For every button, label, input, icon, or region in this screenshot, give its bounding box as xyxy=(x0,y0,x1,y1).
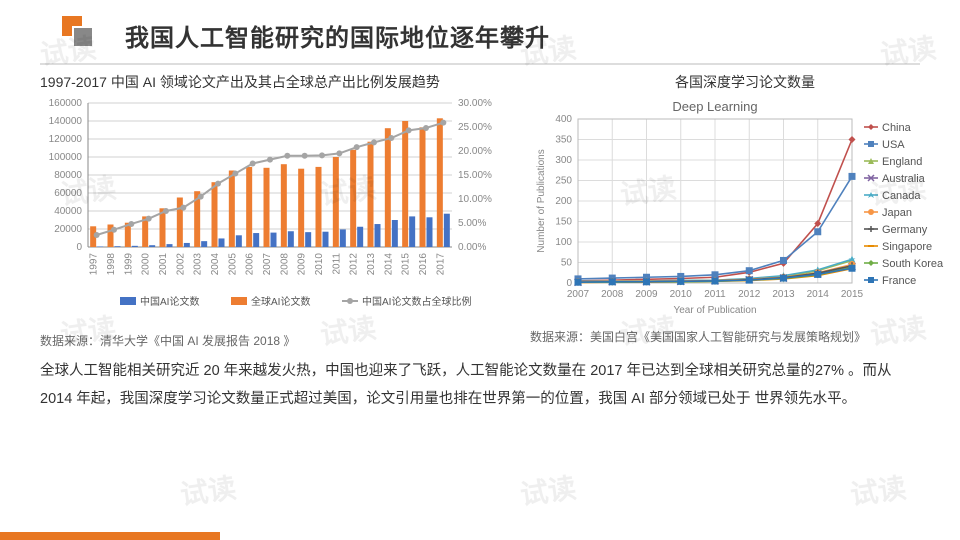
header-decor-icon xyxy=(66,20,92,46)
right-chart-subhead: 各国深度学习论文数量 xyxy=(530,73,960,93)
footer-accent-bar xyxy=(0,532,220,540)
svg-text:2002: 2002 xyxy=(175,252,186,275)
svg-text:Japan: Japan xyxy=(882,207,912,219)
svg-text:中国AI论文数占全球比例: 中国AI论文数占全球比例 xyxy=(362,295,471,308)
svg-text:2015: 2015 xyxy=(401,252,412,275)
svg-text:2012: 2012 xyxy=(738,289,761,300)
svg-text:50: 50 xyxy=(561,257,573,268)
svg-text:60000: 60000 xyxy=(54,188,82,199)
left-chart: 0 20000 40000 60000 80000 100000 120000 140000 1… xyxy=(40,93,500,321)
svg-text:150: 150 xyxy=(555,216,572,227)
svg-text:2014: 2014 xyxy=(383,252,394,275)
svg-text:2007: 2007 xyxy=(262,252,273,275)
svg-text:2013: 2013 xyxy=(772,289,795,300)
svg-text:2000: 2000 xyxy=(141,252,152,275)
right-source: 数据来源：美国白宫《美国国家人工智能研究与发展策略规划》 xyxy=(530,328,960,345)
svg-text:Year of Publication: Year of Publication xyxy=(673,305,756,316)
right-chart: Deep Learning 0 50 100 150 200 250 300 350 400 200… xyxy=(530,99,960,317)
svg-text:140000: 140000 xyxy=(49,116,83,127)
svg-text:Deep Learning: Deep Learning xyxy=(672,99,757,114)
svg-text:160000: 160000 xyxy=(49,98,83,109)
svg-text:1999: 1999 xyxy=(123,252,134,275)
watermark: 试读 xyxy=(847,466,908,513)
svg-text:Singapore: Singapore xyxy=(882,241,932,253)
svg-text:2008: 2008 xyxy=(601,289,624,300)
svg-text:2017: 2017 xyxy=(435,252,446,275)
watermark: 试读 xyxy=(177,466,238,513)
svg-text:0: 0 xyxy=(76,242,82,253)
svg-text:250: 250 xyxy=(555,175,572,186)
svg-text:USA: USA xyxy=(882,139,905,151)
svg-text:300: 300 xyxy=(555,155,572,166)
svg-text:全球AI论文数: 全球AI论文数 xyxy=(251,295,310,308)
svg-text:2006: 2006 xyxy=(245,252,256,275)
svg-text:England: England xyxy=(882,156,922,168)
svg-text:1997: 1997 xyxy=(89,252,100,275)
svg-text:China: China xyxy=(882,122,912,134)
svg-text:100000: 100000 xyxy=(49,152,83,163)
svg-text:2016: 2016 xyxy=(418,252,429,275)
svg-text:2013: 2013 xyxy=(366,252,377,275)
svg-text:2009: 2009 xyxy=(635,289,658,300)
svg-text:2009: 2009 xyxy=(297,252,308,275)
svg-text:中国AI论文数: 中国AI论文数 xyxy=(140,295,199,308)
svg-text:5.00%: 5.00% xyxy=(458,218,486,229)
svg-text:2014: 2014 xyxy=(807,289,830,300)
svg-text:30.00%: 30.00% xyxy=(458,98,492,109)
svg-text:Canada: Canada xyxy=(882,190,921,202)
svg-text:350: 350 xyxy=(555,134,572,145)
svg-text:2005: 2005 xyxy=(227,252,238,275)
svg-text:Germany: Germany xyxy=(882,224,928,236)
svg-text:2008: 2008 xyxy=(279,252,290,275)
svg-text:Number of Publications: Number of Publications xyxy=(536,149,547,252)
svg-text:100: 100 xyxy=(555,237,572,248)
svg-text:2007: 2007 xyxy=(567,289,590,300)
svg-text:2004: 2004 xyxy=(210,252,221,275)
watermark: 试读 xyxy=(517,466,578,513)
svg-text:2011: 2011 xyxy=(704,289,726,300)
svg-text:10.00%: 10.00% xyxy=(458,194,492,205)
svg-text:400: 400 xyxy=(555,114,572,125)
svg-text:2012: 2012 xyxy=(349,252,360,275)
svg-text:20.00%: 20.00% xyxy=(458,146,492,157)
body-paragraph: 全球人工智能相关研究近 20 年来越发火热，中国也迎来了飞跃，人工智能论文数量在… xyxy=(0,349,960,414)
left-source: 数据来源：清华大学《中国 AI 发展报告 2018 》 xyxy=(40,332,500,349)
svg-text:40000: 40000 xyxy=(54,206,82,217)
svg-text:25.00%: 25.00% xyxy=(458,122,492,133)
svg-text:0.00%: 0.00% xyxy=(458,242,486,253)
page-title: 我国人工智能研究的国际地位逐年攀升 xyxy=(125,18,960,53)
svg-text:2011: 2011 xyxy=(331,252,342,274)
svg-text:2001: 2001 xyxy=(158,252,169,275)
svg-text:15.00%: 15.00% xyxy=(458,170,492,181)
svg-text:2010: 2010 xyxy=(670,289,693,300)
svg-text:20000: 20000 xyxy=(54,224,82,235)
svg-text:2010: 2010 xyxy=(314,252,325,275)
svg-text:Australia: Australia xyxy=(882,173,926,185)
svg-text:120000: 120000 xyxy=(49,134,83,145)
svg-text:2003: 2003 xyxy=(193,252,204,275)
svg-text:2015: 2015 xyxy=(841,289,864,300)
svg-text:France: France xyxy=(882,275,916,287)
svg-text:1998: 1998 xyxy=(106,252,117,275)
svg-text:80000: 80000 xyxy=(54,170,82,181)
left-chart-subhead: 1997-2017 中国 AI 领域论文产出及其占全球总产出比例发展趋势 xyxy=(40,73,500,93)
svg-text:200: 200 xyxy=(555,196,572,207)
svg-text:South Korea: South Korea xyxy=(882,258,944,270)
svg-text:0: 0 xyxy=(566,278,572,289)
